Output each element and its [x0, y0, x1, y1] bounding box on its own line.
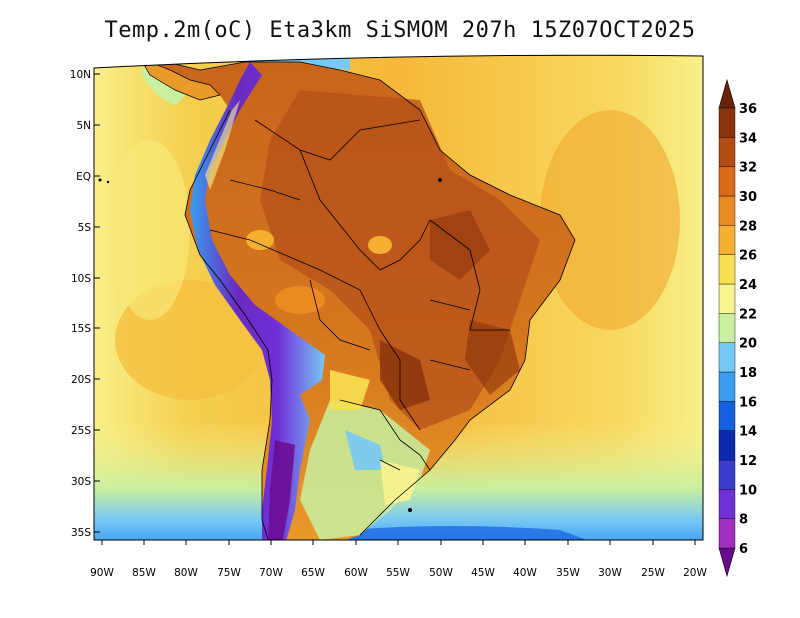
colorbar-label: 10 [739, 483, 757, 498]
colorbar-label: 12 [739, 454, 757, 469]
andes-cold-band [190, 62, 325, 540]
colorbar-segment [718, 518, 736, 549]
longitude-axis: 90W 85W 80W 75W 70W 65W 60W 55W 50W 45W … [90, 540, 707, 579]
colorbar-segment [718, 430, 736, 461]
colorbar-segment [718, 313, 736, 343]
lon-label: 85W [132, 567, 156, 579]
lon-label: 45W [471, 567, 495, 579]
lat-label: 10N [70, 69, 91, 81]
lat-label: 5S [78, 222, 92, 234]
lat-label: 25S [71, 425, 91, 437]
lon-label: 70W [259, 567, 283, 579]
lat-label: 10S [71, 273, 91, 285]
map-frame [93, 54, 704, 541]
colorbar-label: 16 [739, 395, 757, 410]
colorbar-segment [718, 137, 736, 167]
lon-label: 20W [683, 567, 707, 579]
lon-label: 90W [90, 567, 114, 579]
colorbar-label: 22 [739, 307, 757, 322]
lat-label: 5N [76, 120, 91, 132]
colorbar-label: 26 [739, 249, 757, 264]
latitude-axis: 10N 5N EQ 5S 10S 15S 20S 25S 30S 35S [70, 69, 100, 539]
lon-label: 25W [641, 567, 665, 579]
lat-label: 20S [71, 374, 91, 386]
lon-label: 35W [556, 567, 580, 579]
colorbar-min-arrow [718, 547, 736, 578]
colorbar-label: 28 [739, 219, 757, 234]
colorbar-segment [718, 283, 736, 314]
colorbar-label: 24 [739, 278, 757, 293]
colorbar-segment [718, 166, 736, 197]
lon-label: 80W [174, 567, 198, 579]
colorbar-segment [718, 371, 736, 402]
colorbar: 6 8 10 12 14 16 18 20 22 24 26 28 30 32 34 36 [718, 78, 757, 578]
lon-label: 30W [598, 567, 622, 579]
colorbar-label: 14 [739, 425, 757, 440]
colorbar-label: 8 [739, 513, 748, 528]
colorbar-segment [718, 107, 736, 138]
colorbar-label: 6 [739, 542, 748, 557]
lon-label: 60W [344, 567, 368, 579]
colorbar-label: 20 [739, 337, 757, 352]
colorbar-segment [718, 195, 736, 226]
colorbar-segment [718, 459, 736, 490]
colorbar-max-arrow [718, 78, 736, 109]
lon-label: 55W [386, 567, 410, 579]
colorbar-segment [718, 489, 736, 519]
country-borders [149, 57, 576, 540]
lon-label: 40W [513, 567, 537, 579]
lat-label: EQ [76, 171, 91, 183]
colorbar-segment [718, 342, 736, 373]
colorbar-segment [718, 254, 736, 285]
colorbar-segment [718, 225, 736, 255]
lat-label: 15S [71, 323, 91, 335]
colorbar-label: 18 [739, 366, 757, 381]
lat-label: 30S [71, 476, 91, 488]
colorbar-label: 32 [739, 161, 757, 176]
lon-label: 65W [301, 567, 325, 579]
colorbar-segment [718, 401, 736, 431]
colorbar-label: 34 [739, 131, 757, 146]
map-title: Temp.2m(oC) Eta3km SiSMOM 207h 15Z07OCT2… [104, 18, 696, 43]
lat-label: 35S [71, 527, 91, 539]
map-field [94, 55, 703, 540]
colorbar-label: 36 [739, 102, 757, 117]
lon-label: 75W [217, 567, 241, 579]
colorbar-label: 30 [739, 190, 757, 205]
lon-label: 50W [429, 567, 453, 579]
